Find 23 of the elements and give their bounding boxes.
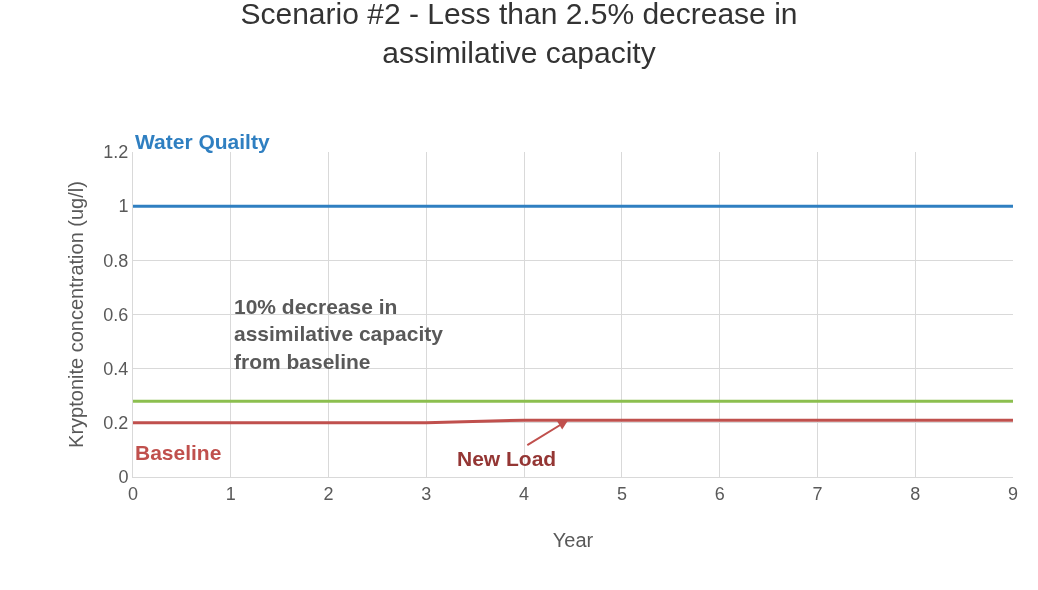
x-tick-label: 4 [519, 483, 530, 504]
annotation: New Load [457, 447, 557, 470]
y-tick-label: 0.4 [103, 358, 129, 379]
x-tick-label: 1 [225, 483, 236, 504]
x-tick-label: 9 [1007, 483, 1019, 504]
x-tick-label: 7 [812, 483, 823, 504]
x-tick-label: 6 [714, 483, 725, 504]
text: Water Quailty [135, 130, 270, 153]
y-tick-label: 0.2 [103, 413, 129, 434]
y-tick-label: 1 [118, 196, 129, 217]
x-tick-label: 8 [910, 483, 921, 504]
x-axis-title: Year [552, 529, 594, 551]
annotation: 10% decrease in assimilative capacity from baseline [234, 295, 444, 373]
x-tick-label: 5 [616, 483, 627, 504]
x-tick-label: 2 [323, 483, 334, 504]
y-tick-label: 0.8 [103, 250, 129, 271]
y-tick-label: 0 [118, 467, 129, 488]
y-axis-title: Kryptonite concentration (ug/l) [65, 181, 87, 448]
y-tick-label: 0.6 [103, 304, 129, 325]
series-label: Baseline [135, 441, 222, 464]
chart-title: Scenario #2 - Less than 2.5% decrease in assimilative capacity [240, 0, 798, 69]
x-tick-label: 3 [421, 483, 432, 504]
y-tick-label: 1.2 [103, 142, 129, 163]
